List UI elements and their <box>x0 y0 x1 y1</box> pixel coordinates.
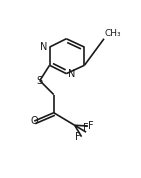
Text: CH₃: CH₃ <box>105 29 121 38</box>
Text: N: N <box>68 69 75 79</box>
Text: S: S <box>37 76 43 86</box>
Text: F: F <box>83 123 89 133</box>
Text: F: F <box>75 132 81 142</box>
Text: O: O <box>30 116 38 126</box>
Text: N: N <box>40 42 48 52</box>
Text: F: F <box>88 121 94 131</box>
